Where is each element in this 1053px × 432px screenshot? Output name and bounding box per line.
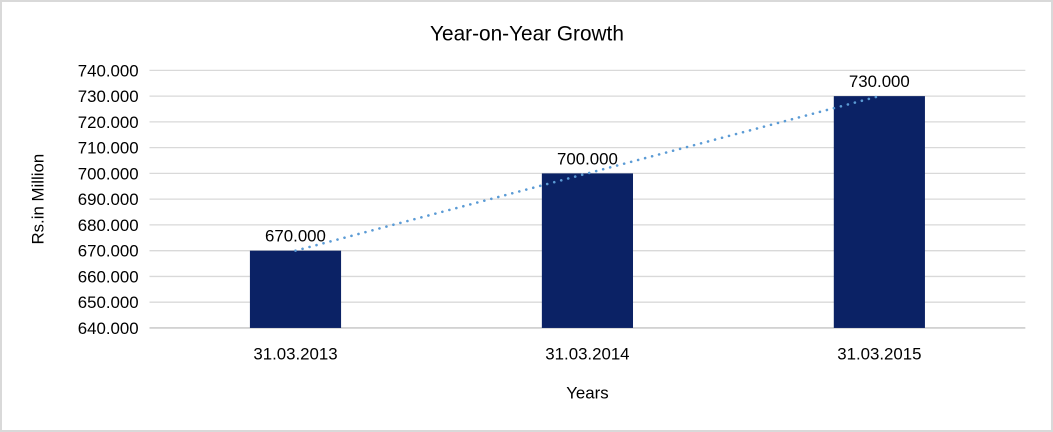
y-tick-label: 730.000 — [78, 87, 139, 106]
y-tick-label: 740.000 — [78, 61, 139, 80]
bar — [833, 96, 925, 328]
x-axis-tick-labels: 31.03.2013 31.03.2014 31.03.2015 — [253, 345, 921, 364]
y-tick-label: 690.000 — [78, 190, 139, 209]
y-tick-label: 650.000 — [78, 293, 139, 312]
trendline-group — [294, 94, 881, 252]
x-tick-label: 31.03.2014 — [545, 345, 629, 364]
bar-series — [249, 96, 925, 328]
y-tick-label: 720.000 — [78, 113, 139, 132]
trendline — [294, 94, 881, 252]
y-axis-title: Rs.in Million — [29, 154, 48, 245]
x-tick-label: 31.03.2013 — [253, 345, 337, 364]
bar-value-label: 670.000 — [265, 227, 326, 246]
bar — [541, 173, 634, 328]
chart-title: Year-on-Year Growth — [430, 23, 624, 46]
bar-value-label: 730.000 — [849, 72, 910, 91]
x-tick-label: 31.03.2015 — [837, 345, 921, 364]
y-tick-label: 640.000 — [78, 319, 139, 338]
y-tick-label: 700.000 — [78, 164, 139, 183]
y-tick-label: 680.000 — [78, 216, 139, 235]
data-labels: 670.000 700.000 730.000 — [265, 72, 910, 246]
x-axis-title: Years — [566, 383, 608, 402]
y-tick-label: 670.000 — [78, 242, 139, 261]
bar-value-label: 700.000 — [557, 149, 618, 168]
y-tick-label: 710.000 — [78, 139, 139, 158]
y-axis-tick-labels: 640.000 650.000 660.000 670.000 680.000 690.0… — [78, 61, 139, 338]
y-tick-label: 660.000 — [78, 267, 139, 286]
bar — [249, 250, 342, 328]
